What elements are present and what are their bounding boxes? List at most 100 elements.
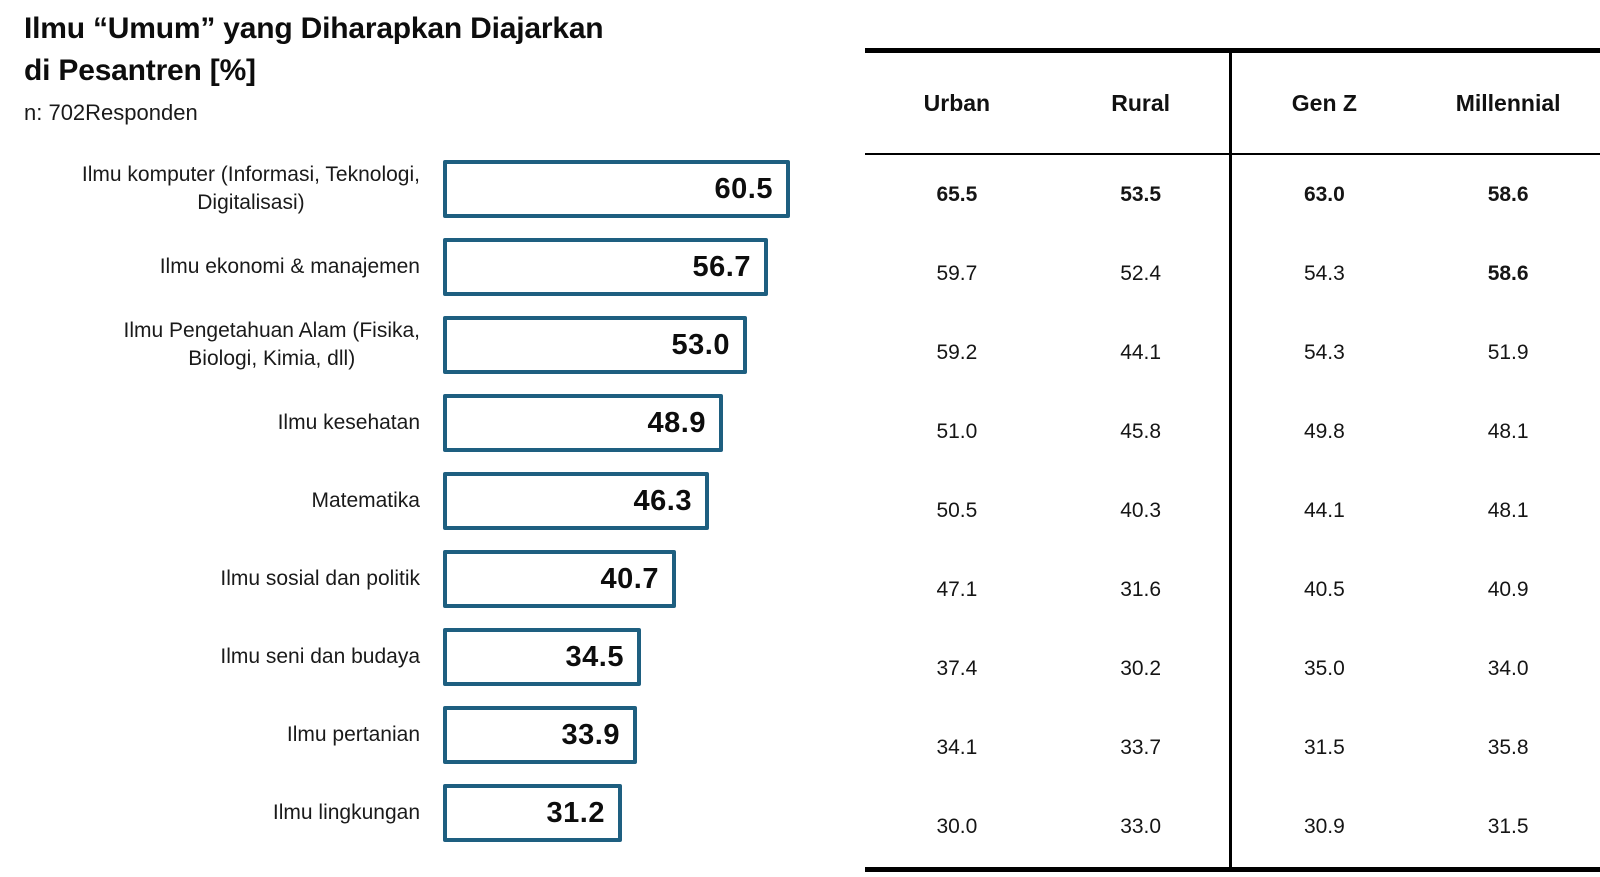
table-cell: 44.1: [1303, 498, 1345, 522]
table-cell: 54.3: [1303, 340, 1345, 364]
table-cell: 53.5: [1120, 182, 1162, 206]
bar: 34.5: [443, 628, 641, 686]
table-cell: 48.1: [1487, 498, 1529, 522]
bar: 53.0: [443, 316, 747, 374]
table-header-urban: Urban: [923, 89, 991, 116]
bar: 40.7: [443, 550, 676, 608]
table-cell: 63.0: [1303, 182, 1345, 206]
chart-row: Ilmu pertanian 33.9: [0, 696, 820, 774]
table-cell: 65.5: [936, 182, 978, 206]
table-cell: 33.7: [1120, 736, 1162, 760]
table-row: 59.7 52.4 54.3 58.6: [865, 234, 1600, 313]
table-row: 34.1 33.7 31.5 35.8: [865, 709, 1600, 788]
sample-size-label: n: 702Responden: [24, 100, 198, 125]
table-cell: 44.1: [1120, 340, 1162, 364]
bar-category-label: Ilmu Pengetahuan Alam (Fisika, Biologi, …: [123, 318, 420, 370]
table-header-rural: Rural: [1111, 89, 1171, 116]
table-cell: 59.2: [936, 340, 978, 364]
bar-category-label: Ilmu pertanian: [286, 722, 420, 746]
bar-label-wrap: Ilmu komputer (Informasi, Teknologi, Dig…: [0, 161, 420, 218]
comparison-table: Urban Rural Gen Z Millennial 65.5 53.5 63.…: [865, 48, 1600, 872]
bar-label-wrap: Ilmu sosial dan politik: [0, 565, 420, 593]
bar-category-label: Ilmu komputer (Informasi, Teknologi, Dig…: [81, 162, 420, 214]
table-group-divider: [1229, 53, 1232, 867]
table-cell: 31.6: [1120, 578, 1162, 602]
chart-row: Ilmu sosial dan politik 40.7: [0, 540, 820, 618]
table-row: 37.4 30.2 35.0 34.0: [865, 630, 1600, 709]
table-cell: 45.8: [1120, 419, 1162, 443]
bar: 33.9: [443, 706, 637, 764]
bar-category-label: Ilmu ekonomi & manajemen: [159, 254, 420, 278]
chart-row: Ilmu kesehatan 48.9: [0, 384, 820, 462]
bar: 48.9: [443, 394, 723, 452]
bar-label-wrap: Ilmu pertanian: [0, 721, 420, 749]
bar-value-label: 40.7: [600, 562, 659, 595]
table-cell: 37.4: [936, 657, 978, 681]
table-cell: 58.6: [1487, 261, 1529, 285]
table-header-millennial: Millennial: [1455, 89, 1561, 116]
bar-value-label: 56.7: [692, 250, 751, 283]
table-cell: 33.0: [1120, 815, 1162, 839]
bar: 46.3: [443, 472, 709, 530]
bar-value-label: 33.9: [561, 718, 620, 751]
table-body: 65.5 53.5 63.0 58.6 59.7 52.4 54.3 58.6 59.2 44.1…: [865, 155, 1600, 867]
table-cell: 34.0: [1487, 657, 1529, 681]
bar-value-label: 46.3: [633, 484, 692, 517]
bar-category-label: Ilmu sosial dan politik: [220, 566, 420, 590]
bar-value-label: 34.5: [565, 640, 624, 673]
table-cell: 54.3: [1303, 261, 1345, 285]
table-row: 59.2 44.1 54.3 51.9: [865, 313, 1600, 392]
table-cell: 40.5: [1303, 578, 1345, 602]
table-cell: 47.1: [936, 578, 978, 602]
table-cell: 31.5: [1487, 815, 1529, 839]
bar-category-label: Matematika: [311, 488, 420, 512]
table-row: 30.0 33.0 30.9 31.5: [865, 788, 1600, 867]
bar-label-wrap: Matematika: [0, 487, 420, 515]
table-row: 65.5 53.5 63.0 58.6: [865, 155, 1600, 234]
table-header-row: Urban Rural Gen Z Millennial: [865, 53, 1600, 155]
bar-value-label: 53.0: [671, 328, 730, 361]
bar: 31.2: [443, 784, 622, 842]
bar-label-wrap: Ilmu seni dan budaya: [0, 643, 420, 671]
chart-row: Ilmu komputer (Informasi, Teknologi, Dig…: [0, 150, 820, 228]
bar-label-wrap: Ilmu ekonomi & manajemen: [0, 253, 420, 281]
chart-row: Ilmu seni dan budaya 34.5: [0, 618, 820, 696]
bar-value-label: 60.5: [714, 172, 773, 205]
bar-category-label: Ilmu seni dan budaya: [220, 644, 420, 668]
bar-category-label: Ilmu lingkungan: [272, 800, 420, 824]
table-cell: 51.0: [936, 419, 978, 443]
chart-row: Ilmu Pengetahuan Alam (Fisika, Biologi, …: [0, 306, 820, 384]
table-row: 50.5 40.3 44.1 48.1: [865, 471, 1600, 550]
table-header-genz: Gen Z: [1291, 89, 1357, 116]
chart-row: Ilmu ekonomi & manajemen 56.7: [0, 228, 820, 306]
page-title: Ilmu “Umum” yang Diharapkan Diajarkan di…: [24, 12, 604, 87]
bar-value-label: 48.9: [647, 406, 706, 439]
bar: 60.5: [443, 160, 790, 218]
bar-category-label: Ilmu kesehatan: [277, 410, 420, 434]
table-cell: 48.1: [1487, 419, 1529, 443]
bar-label-wrap: Ilmu lingkungan: [0, 799, 420, 827]
table-row: 47.1 31.6 40.5 40.9: [865, 551, 1600, 630]
table-cell: 30.2: [1120, 657, 1162, 681]
chart-row: Ilmu lingkungan 31.2: [0, 774, 820, 852]
table-row: 51.0 45.8 49.8 48.1: [865, 392, 1600, 471]
table-cell: 50.5: [936, 498, 978, 522]
table-cell: 34.1: [936, 736, 978, 760]
chart-header: Ilmu “Umum” yang Diharapkan Diajarkan di…: [24, 8, 814, 126]
table-cell: 30.9: [1303, 815, 1345, 839]
bar: 56.7: [443, 238, 768, 296]
bar-label-wrap: Ilmu kesehatan: [0, 409, 420, 437]
bar-label-wrap: Ilmu Pengetahuan Alam (Fisika, Biologi, …: [0, 317, 420, 374]
table-cell: 35.8: [1487, 736, 1529, 760]
table-cell: 58.6: [1487, 182, 1529, 206]
table-cell: 59.7: [936, 261, 978, 285]
chart-row: Matematika 46.3: [0, 462, 820, 540]
table-cell: 31.5: [1303, 736, 1345, 760]
table-cell: 35.0: [1303, 657, 1345, 681]
bar-value-label: 31.2: [546, 796, 605, 829]
table-cell: 40.3: [1120, 498, 1162, 522]
bar-chart: Ilmu komputer (Informasi, Teknologi, Dig…: [0, 150, 820, 852]
table-cell: 49.8: [1303, 419, 1345, 443]
table-cell: 52.4: [1120, 261, 1162, 285]
table-cell: 30.0: [936, 815, 978, 839]
